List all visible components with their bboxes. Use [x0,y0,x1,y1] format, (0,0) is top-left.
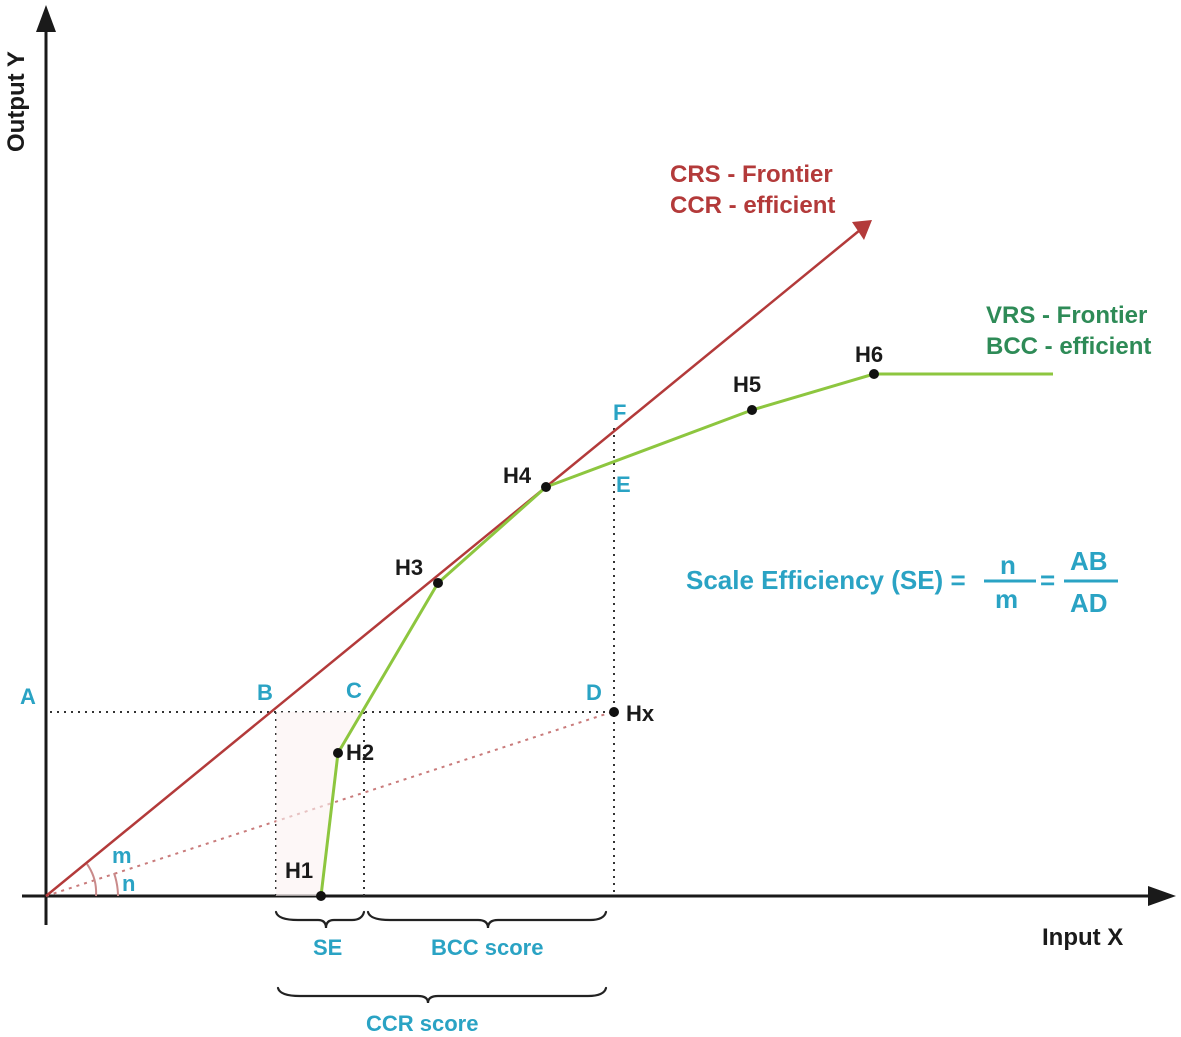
point-h4 [541,482,551,492]
label-h3: H3 [395,555,423,580]
formula-frac2-num: AB [1070,546,1108,576]
formula-frac1-den: m [995,584,1018,614]
formula-frac1-num: n [1000,550,1016,580]
crs-label-line1: CRS - Frontier [670,161,833,188]
scale-efficiency-formula: Scale Efficiency (SE) = n m = AB AD [686,546,1118,618]
brace-bcc-label: BCC score [431,935,543,960]
marker-f: F [613,400,626,425]
point-h6 [869,369,879,379]
marker-d: D [586,680,602,705]
point-h2 [333,748,343,758]
marker-e: E [616,472,631,497]
x-axis [22,886,1176,906]
brace-se [274,910,366,929]
x-axis-arrow-icon [1148,886,1176,906]
crs-label-line2: CCR - efficient [670,192,835,219]
vrs-label-line2: BCC - efficient [986,333,1151,360]
crs-frontier [45,220,872,897]
point-hx [609,707,619,717]
point-h5 [747,405,757,415]
formula-lhs: Scale Efficiency (SE) = [686,565,966,595]
label-h2: H2 [346,740,374,765]
label-h4: H4 [503,463,532,488]
label-h1: H1 [285,858,313,883]
label-h5: H5 [733,372,761,397]
vrs-label-line1: VRS - Frontier [986,302,1147,329]
point-h3 [433,578,443,588]
braces [274,910,608,1004]
formula-frac2-den: AD [1070,588,1108,618]
point-h1 [316,891,326,901]
brace-ccr [276,986,608,1004]
y-axis-label: Output Y [3,51,30,152]
data-points [316,369,879,901]
angle-m-label: m [112,843,132,868]
label-hx: Hx [626,701,655,726]
crs-arrow-icon [852,220,872,240]
inefficiency-region [276,712,364,896]
y-axis [36,5,56,925]
marker-a: A [20,684,36,709]
vrs-frontier [319,372,1053,897]
label-h6: H6 [855,342,883,367]
y-axis-arrow-icon [36,5,56,32]
formula-eq: = [1040,565,1055,595]
angle-n-label: n [122,871,135,896]
marker-c: C [346,678,362,703]
brace-bcc [366,910,608,929]
brace-ccr-label: CCR score [366,1011,478,1036]
angle-arcs [86,863,119,897]
marker-b: B [257,680,273,705]
x-axis-label: Input X [1042,924,1123,951]
brace-se-label: SE [313,935,342,960]
